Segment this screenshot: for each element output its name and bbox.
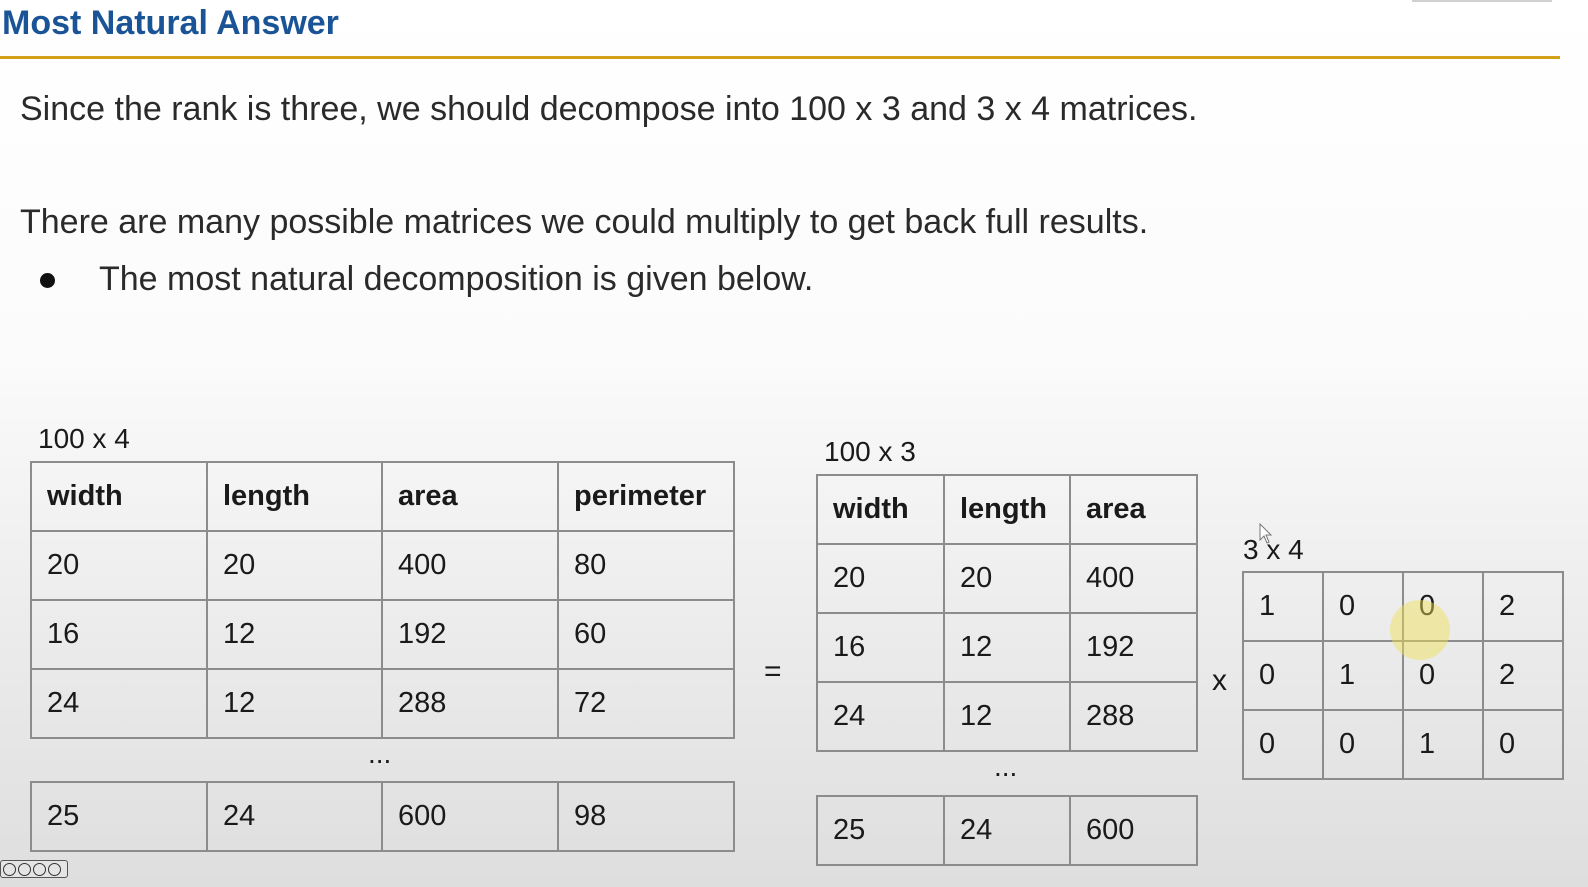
bullet-icon bbox=[40, 273, 55, 288]
title-underline bbox=[0, 56, 1560, 59]
table-cell: 1 bbox=[1242, 571, 1324, 642]
table-cell: 12 bbox=[943, 612, 1071, 683]
header-cell: area bbox=[1069, 474, 1198, 545]
table-row: 1 0 0 2 bbox=[1242, 571, 1564, 642]
table-cell: 0 bbox=[1242, 709, 1324, 780]
header-cell: length bbox=[206, 461, 383, 532]
table-cell: 24 bbox=[206, 781, 383, 852]
table-row: 16 12 192 bbox=[816, 612, 1198, 683]
table-cell: 24 bbox=[816, 681, 945, 752]
paragraph-rank: Since the rank is three, we should decom… bbox=[20, 90, 1198, 128]
table-cell: 20 bbox=[30, 530, 208, 601]
table-row: 16 12 192 60 bbox=[30, 599, 735, 670]
top-edge-mark bbox=[1412, 0, 1552, 2]
table-cell: 12 bbox=[206, 599, 383, 670]
table-cell: 25 bbox=[816, 795, 945, 866]
table-cell: 16 bbox=[816, 612, 945, 683]
table-cell: 400 bbox=[1069, 543, 1198, 614]
full-matrix-table: width length area perimeter 20 20 400 80… bbox=[30, 461, 735, 739]
table-cell: 80 bbox=[557, 530, 735, 601]
table-cell: 1 bbox=[1322, 640, 1404, 711]
table-cell: 24 bbox=[943, 795, 1071, 866]
table-row: 24 12 288 72 bbox=[30, 668, 735, 739]
table-cell: 20 bbox=[206, 530, 383, 601]
table-cell: 2 bbox=[1482, 571, 1564, 642]
bullet-natural-decomposition: The most natural decomposition is given … bbox=[99, 260, 814, 298]
table-cell: 20 bbox=[816, 543, 945, 614]
slide-title: Most Natural Answer bbox=[2, 4, 339, 42]
table-cell: 60 bbox=[557, 599, 735, 670]
header-cell: width bbox=[816, 474, 945, 545]
header-cell: width bbox=[30, 461, 208, 532]
table-row: 25 24 600 bbox=[816, 795, 1198, 866]
full-matrix-dims: 100 x 4 bbox=[38, 423, 130, 454]
table-cell: 98 bbox=[557, 781, 735, 852]
table-cell: 72 bbox=[557, 668, 735, 739]
creative-commons-icon bbox=[0, 860, 68, 878]
left-factor-ellipsis: ... bbox=[994, 751, 1018, 782]
table-cell: 192 bbox=[381, 599, 559, 670]
right-factor-dims: 3 x 4 bbox=[1243, 534, 1304, 565]
full-matrix-last-row-table: 25 24 600 98 bbox=[30, 781, 735, 852]
table-cell: 192 bbox=[1069, 612, 1198, 683]
paragraph-matrices: There are many possible matrices we coul… bbox=[20, 203, 1149, 241]
table-cell: 288 bbox=[1069, 681, 1198, 752]
full-matrix-ellipsis: ... bbox=[368, 738, 392, 769]
left-factor-dims: 100 x 3 bbox=[824, 436, 916, 467]
equals-sign: = bbox=[764, 655, 782, 688]
table-header-row: width length area bbox=[816, 474, 1198, 545]
table-cell: 0 bbox=[1402, 571, 1484, 642]
header-cell: area bbox=[381, 461, 559, 532]
table-cell: 1 bbox=[1402, 709, 1484, 780]
table-cell: 288 bbox=[381, 668, 559, 739]
table-cell: 25 bbox=[30, 781, 208, 852]
table-header-row: width length area perimeter bbox=[30, 461, 735, 532]
table-cell: 24 bbox=[30, 668, 208, 739]
cursor-highlight bbox=[1390, 600, 1450, 660]
header-cell: length bbox=[943, 474, 1071, 545]
table-cell: 0 bbox=[1482, 709, 1564, 780]
table-cell: 0 bbox=[1322, 571, 1404, 642]
table-row: 20 20 400 80 bbox=[30, 530, 735, 601]
left-factor-last-row-table: 25 24 600 bbox=[816, 795, 1198, 866]
mouse-pointer-icon bbox=[1259, 523, 1273, 544]
table-row: 25 24 600 98 bbox=[30, 781, 735, 852]
table-cell: 2 bbox=[1482, 640, 1564, 711]
table-cell: 0 bbox=[1402, 640, 1484, 711]
left-factor-table: width length area 20 20 400 16 12 192 24… bbox=[816, 474, 1198, 752]
table-row: 0 0 1 0 bbox=[1242, 709, 1564, 780]
table-cell: 20 bbox=[943, 543, 1071, 614]
table-row: 20 20 400 bbox=[816, 543, 1198, 614]
times-sign: x bbox=[1212, 664, 1227, 697]
table-row: 24 12 288 bbox=[816, 681, 1198, 752]
table-row: 0 1 0 2 bbox=[1242, 640, 1564, 711]
table-cell: 12 bbox=[206, 668, 383, 739]
table-cell: 0 bbox=[1322, 709, 1404, 780]
table-cell: 400 bbox=[381, 530, 559, 601]
table-cell: 600 bbox=[1069, 795, 1198, 866]
table-cell: 12 bbox=[943, 681, 1071, 752]
table-cell: 16 bbox=[30, 599, 208, 670]
table-cell: 600 bbox=[381, 781, 559, 852]
right-factor-table: 1 0 0 2 0 1 0 2 0 0 1 0 bbox=[1242, 571, 1564, 780]
table-cell: 0 bbox=[1242, 640, 1324, 711]
header-cell: perimeter bbox=[557, 461, 735, 532]
